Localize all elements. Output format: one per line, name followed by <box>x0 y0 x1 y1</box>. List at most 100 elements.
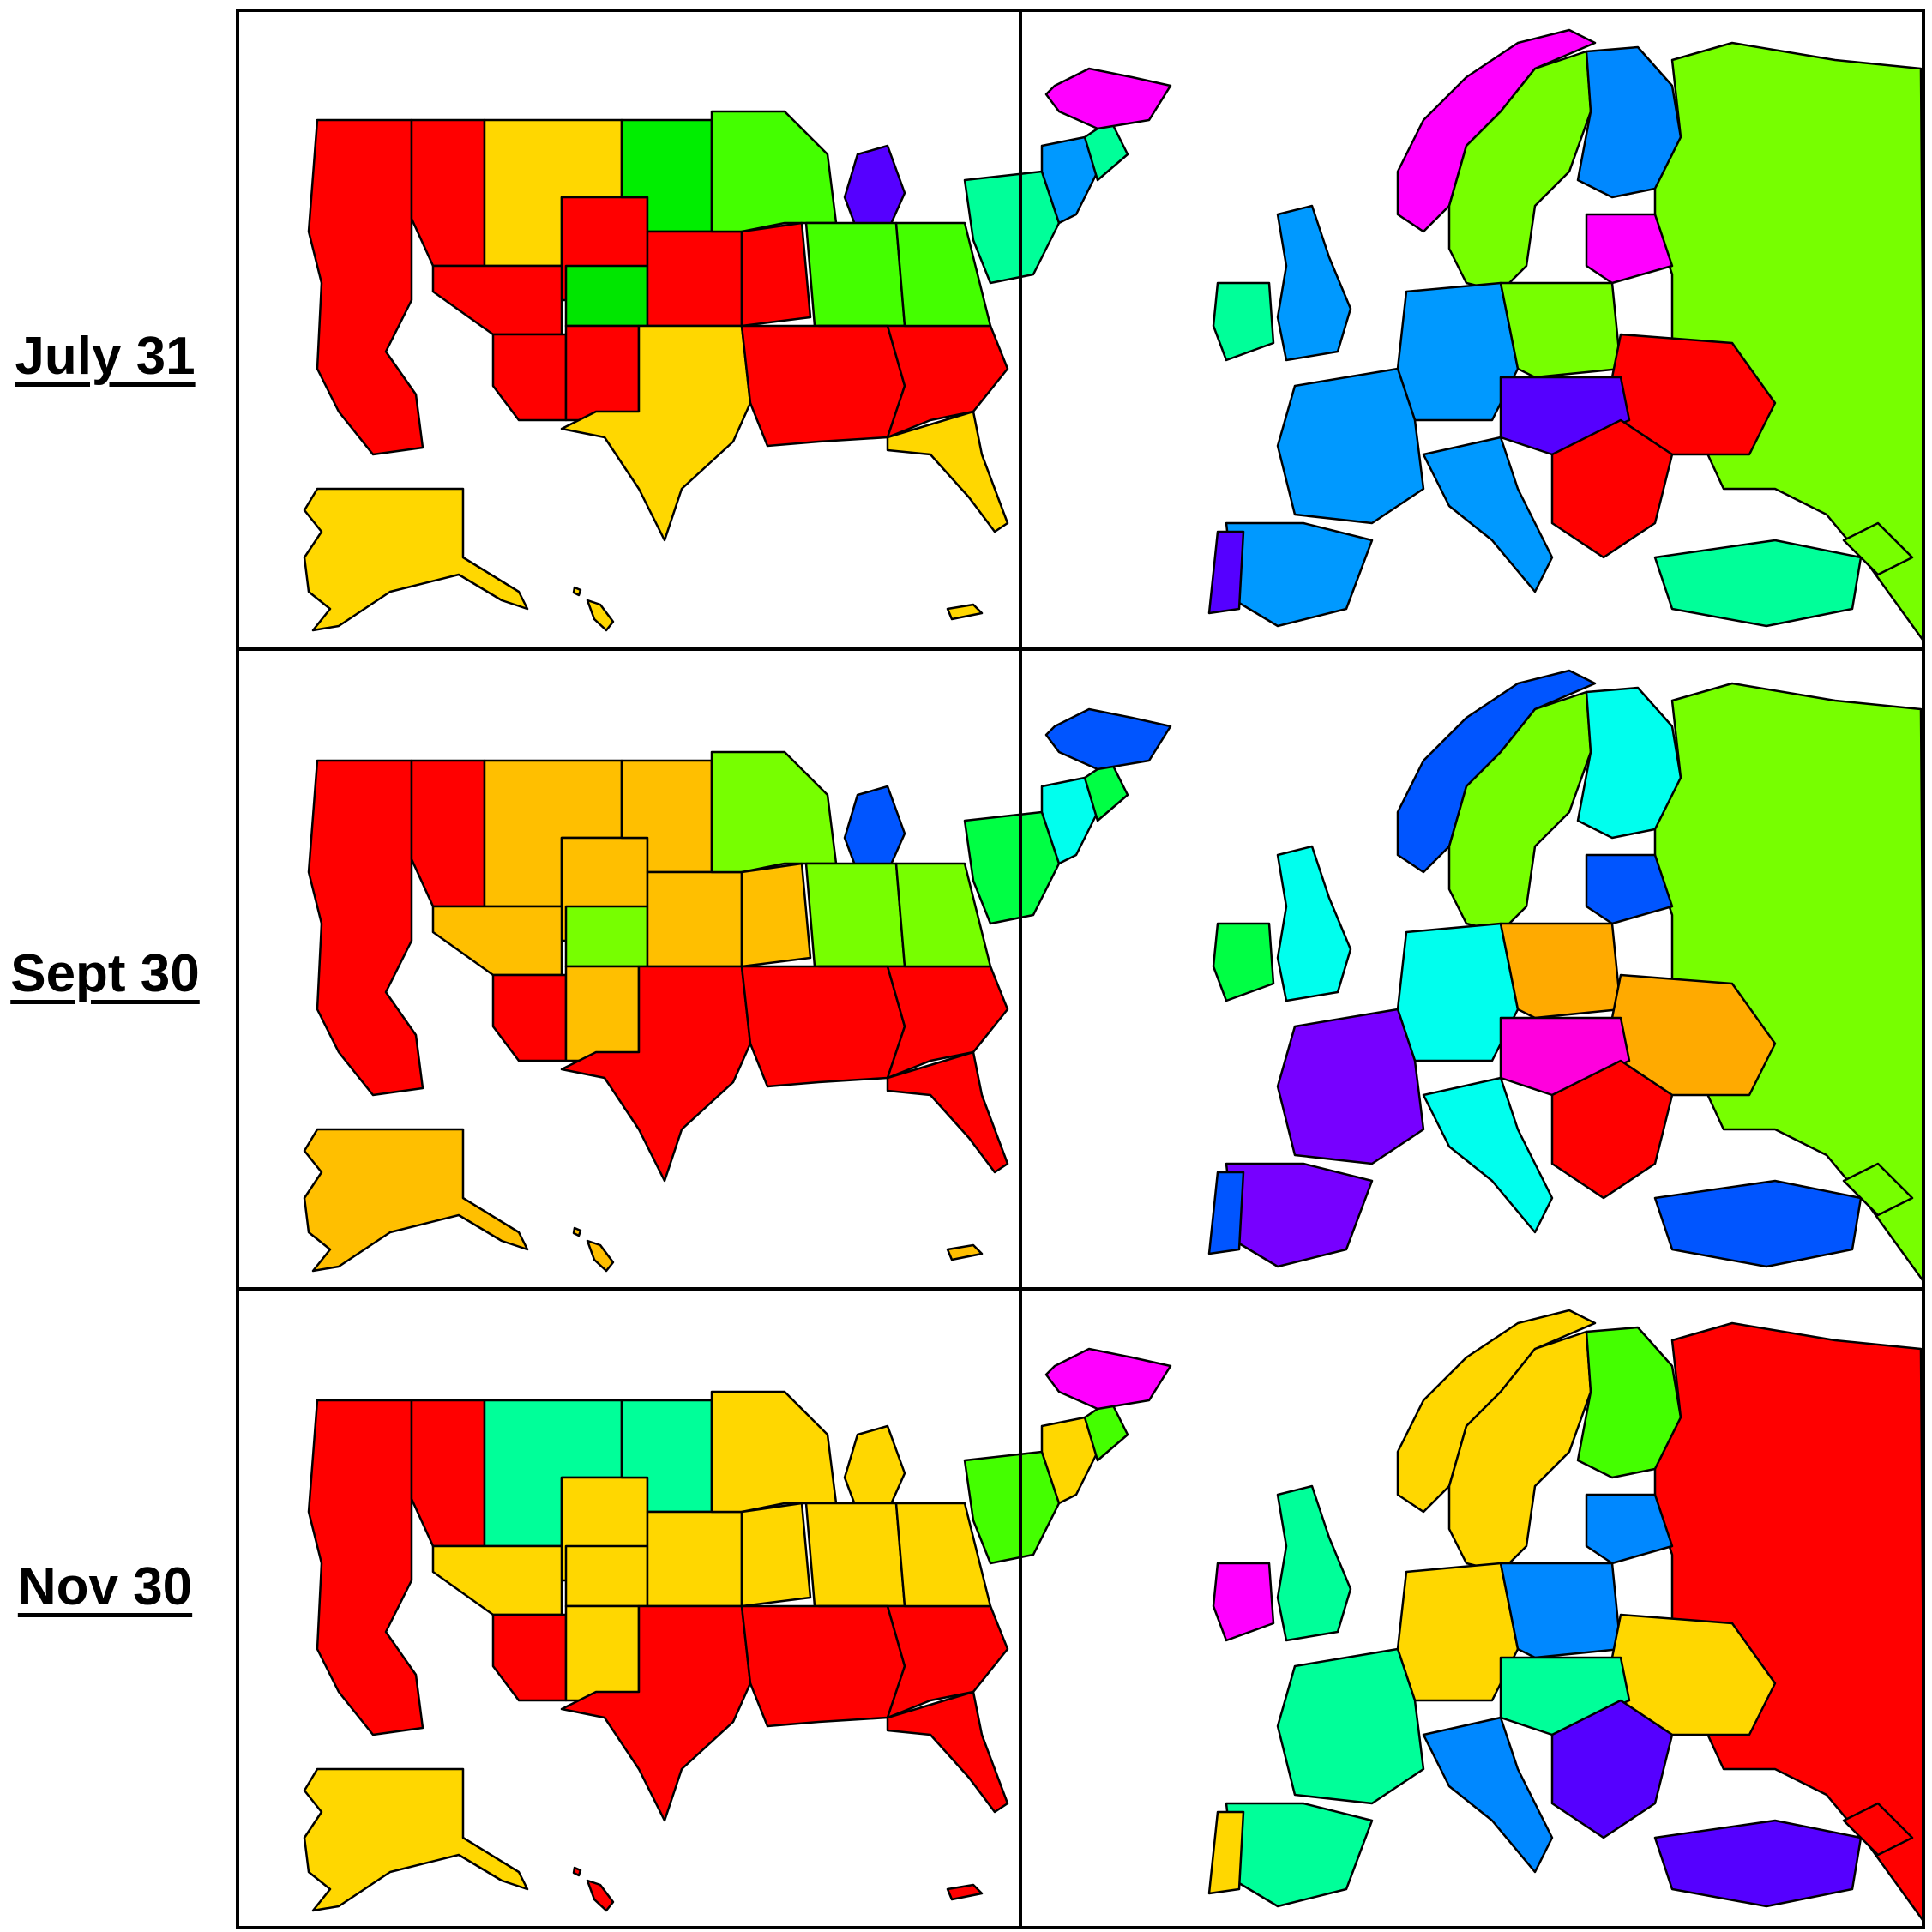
grid-frame <box>236 9 1925 1929</box>
row-label-nov: Nov 30 <box>17 1557 193 1616</box>
eu-region-balkans <box>1550 418 1674 559</box>
us-region-florida <box>886 1690 1009 1814</box>
eu-region-russia <box>1653 1321 1925 1925</box>
eu-region-ireland <box>1212 1562 1275 1642</box>
us-region-alaska <box>303 487 529 632</box>
eu-region-russia <box>1842 521 1914 576</box>
eu-region-france <box>1276 1008 1425 1165</box>
us-region-midwest <box>804 221 906 328</box>
eu-region-turkey <box>1653 539 1863 628</box>
us-region-colorado <box>564 264 649 328</box>
us-region-west <box>491 1613 568 1702</box>
eu-region-italy <box>1422 1076 1554 1234</box>
us-region-west <box>307 118 424 456</box>
us-region-west <box>491 973 568 1062</box>
us-region-plains_mid <box>740 862 812 968</box>
eu-map-panel-3 <box>1044 1309 1925 1925</box>
eu-region-uk <box>1276 1484 1352 1642</box>
us-region-hawaii <box>586 599 615 632</box>
us-region-midwest <box>894 862 992 968</box>
us-region-south <box>817 1604 1009 1719</box>
us-region-mountain_mid <box>564 324 641 422</box>
eu-region-iceland <box>1044 707 1172 771</box>
eu-region-sweden <box>1447 1330 1592 1574</box>
us-region-mountain_mid <box>431 1544 563 1616</box>
us-region-hawaii <box>946 603 984 621</box>
eu-map-panel-1 <box>1044 28 1925 645</box>
eu-region-poland <box>1499 281 1622 379</box>
us-region-plains_mid <box>646 1510 743 1608</box>
us-map-panel-3 <box>303 1390 1129 1912</box>
eu-region-balkans <box>1550 1699 1674 1839</box>
us-region-florida <box>886 410 1009 533</box>
us-map-panel-1 <box>303 110 1129 632</box>
us-region-midwest <box>894 1502 992 1608</box>
us-region-plains_mid <box>740 221 812 328</box>
us-region-mountain_mid <box>564 965 641 1062</box>
us-region-michigan <box>843 785 906 874</box>
eu-region-spain <box>1225 1802 1374 1908</box>
us-region-west <box>410 1399 486 1548</box>
eu-region-russia <box>1842 1162 1914 1217</box>
us-region-west <box>491 333 568 422</box>
us-region-hawaii <box>572 1866 582 1877</box>
us-region-midwest <box>894 221 992 328</box>
eu-region-ireland <box>1212 281 1275 362</box>
eu-map-panel-2 <box>1044 669 1925 1285</box>
us-region-michigan <box>843 1424 906 1514</box>
us-region-northeast <box>963 810 1061 925</box>
us-region-northeast <box>963 170 1061 285</box>
us-region-hawaii <box>946 1883 984 1901</box>
us-region-west <box>410 118 486 268</box>
map-grid <box>236 9 1925 1929</box>
eu-region-baltics <box>1585 213 1674 285</box>
eu-region-sweden <box>1447 690 1592 934</box>
eu-region-ireland <box>1212 922 1275 1002</box>
us-region-alaska <box>303 1767 529 1912</box>
eu-region-france <box>1276 1647 1425 1805</box>
row-label-july: July 31 <box>15 327 196 386</box>
us-region-west <box>307 1399 424 1736</box>
us-region-midwest <box>710 750 838 874</box>
us-region-south <box>740 965 906 1088</box>
eu-region-uk <box>1276 204 1352 362</box>
us-region-hawaii <box>572 586 582 597</box>
us-map-panel-2 <box>303 750 1129 1273</box>
us-region-mountain_mid <box>564 1604 641 1702</box>
eu-region-poland <box>1499 1562 1622 1659</box>
us-region-west <box>307 759 424 1097</box>
us-region-south <box>817 965 1009 1080</box>
eu-region-italy <box>1422 1716 1554 1874</box>
eu-region-russia <box>1653 41 1925 645</box>
eu-region-baltics <box>1585 853 1674 925</box>
us-region-hawaii <box>946 1243 984 1261</box>
us-region-midwest <box>804 1502 906 1608</box>
us-region-colorado <box>564 905 649 968</box>
us-region-alaska <box>303 1128 529 1273</box>
us-region-michigan <box>843 144 906 233</box>
eu-region-spain <box>1225 1162 1374 1268</box>
us-region-south <box>740 1604 906 1728</box>
us-region-mountain_mid <box>431 264 563 336</box>
us-region-hawaii <box>572 1226 582 1237</box>
us-region-florida <box>886 1050 1009 1174</box>
us-region-hawaii <box>586 1879 615 1912</box>
us-region-midwest <box>710 1390 838 1514</box>
eu-region-iceland <box>1044 1347 1172 1411</box>
eu-region-iceland <box>1044 67 1172 130</box>
eu-region-portugal <box>1207 1171 1245 1255</box>
us-region-south <box>740 324 906 448</box>
us-region-west <box>410 759 486 908</box>
us-region-mountain_mid <box>431 905 563 977</box>
eu-region-portugal <box>1207 530 1245 615</box>
us-region-midwest <box>804 862 906 968</box>
eu-region-russia <box>1842 1802 1914 1857</box>
eu-region-turkey <box>1653 1819 1863 1908</box>
us-region-plains_mid <box>646 870 743 968</box>
eu-region-baltics <box>1585 1493 1674 1565</box>
us-region-hawaii <box>586 1239 615 1273</box>
us-region-plains_mid <box>646 230 743 328</box>
row-label-sept: Sept 30 <box>10 944 200 1003</box>
us-region-plains_mid <box>740 1502 812 1608</box>
eu-region-italy <box>1422 436 1554 593</box>
